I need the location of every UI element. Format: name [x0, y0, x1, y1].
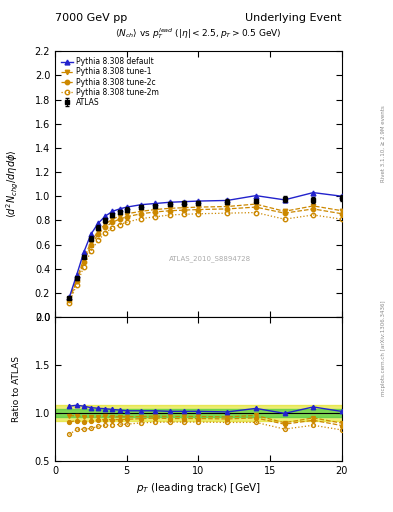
Pythia 8.308 default — [225, 198, 230, 204]
Pythia 8.308 tune-1 — [311, 203, 316, 209]
Pythia 8.308 tune-2c — [282, 210, 287, 216]
Line: Pythia 8.308 default: Pythia 8.308 default — [67, 190, 344, 300]
Pythia 8.308 tune-2c — [125, 214, 129, 220]
Pythia 8.308 tune-2c — [225, 206, 230, 212]
Pythia 8.308 tune-2m — [153, 214, 158, 220]
Pythia 8.308 tune-1 — [96, 228, 101, 234]
Pythia 8.308 tune-1 — [225, 203, 230, 209]
Pythia 8.308 tune-2m — [225, 210, 230, 216]
Pythia 8.308 default — [110, 208, 115, 215]
Pythia 8.308 default — [196, 198, 201, 204]
Pythia 8.308 tune-1 — [67, 296, 72, 302]
Pythia 8.308 default — [74, 272, 79, 279]
Pythia 8.308 tune-2c — [74, 279, 79, 285]
Pythia 8.308 default — [103, 213, 108, 219]
Pythia 8.308 tune-1 — [167, 205, 172, 211]
Pythia 8.308 default — [182, 199, 187, 205]
Pythia 8.308 tune-1 — [117, 213, 122, 219]
Text: 7000 GeV pp: 7000 GeV pp — [55, 13, 127, 23]
Pythia 8.308 tune-2m — [196, 210, 201, 217]
Pythia 8.308 default — [81, 249, 86, 255]
Pythia 8.308 tune-2c — [67, 297, 72, 303]
Pythia 8.308 tune-2m — [282, 216, 287, 222]
Pythia 8.308 tune-2c — [153, 209, 158, 215]
Pythia 8.308 tune-1 — [139, 208, 143, 215]
Text: Rivet 3.1.10, ≥ 2.9M events: Rivet 3.1.10, ≥ 2.9M events — [381, 105, 386, 182]
Y-axis label: Ratio to ATLAS: Ratio to ATLAS — [11, 356, 20, 422]
Pythia 8.308 tune-2c — [253, 204, 258, 210]
Pythia 8.308 tune-2c — [311, 206, 316, 212]
Pythia 8.308 tune-1 — [340, 208, 344, 214]
Pythia 8.308 tune-2m — [74, 282, 79, 288]
Pythia 8.308 tune-2c — [103, 224, 108, 230]
Bar — [55, 409, 342, 417]
Pythia 8.308 tune-2m — [103, 230, 108, 236]
Text: ATLAS_2010_S8894728: ATLAS_2010_S8894728 — [169, 255, 251, 262]
Pythia 8.308 tune-2c — [81, 259, 86, 265]
Pythia 8.308 tune-1 — [282, 208, 287, 215]
Pythia 8.308 default — [340, 193, 344, 199]
Pythia 8.308 tune-2m — [117, 222, 122, 228]
Pythia 8.308 tune-1 — [125, 210, 129, 217]
Pythia 8.308 default — [253, 193, 258, 199]
Pythia 8.308 tune-2m — [81, 264, 86, 270]
Pythia 8.308 tune-2c — [110, 219, 115, 225]
Text: Underlying Event: Underlying Event — [245, 13, 342, 23]
Line: Pythia 8.308 tune-2m: Pythia 8.308 tune-2m — [67, 210, 344, 305]
Pythia 8.308 tune-1 — [110, 216, 115, 222]
Pythia 8.308 tune-1 — [81, 256, 86, 262]
Pythia 8.308 default — [67, 294, 72, 300]
Pythia 8.308 default — [117, 206, 122, 212]
Y-axis label: $\langle d^2 N_{chg}/d\eta d\phi \rangle$: $\langle d^2 N_{chg}/d\eta d\phi \rangle… — [4, 150, 20, 219]
Line: Pythia 8.308 tune-1: Pythia 8.308 tune-1 — [67, 202, 344, 301]
Pythia 8.308 default — [282, 197, 287, 203]
Pythia 8.308 default — [139, 202, 143, 208]
Pythia 8.308 tune-1 — [182, 205, 187, 211]
Pythia 8.308 default — [167, 199, 172, 205]
Pythia 8.308 tune-1 — [88, 239, 93, 245]
Pythia 8.308 default — [153, 200, 158, 206]
Pythia 8.308 tune-2m — [125, 219, 129, 225]
Pythia 8.308 tune-2m — [253, 209, 258, 216]
X-axis label: $p_T$ (leading track) [GeV]: $p_T$ (leading track) [GeV] — [136, 481, 261, 495]
Pythia 8.308 default — [125, 204, 129, 210]
Pythia 8.308 tune-2m — [139, 216, 143, 222]
Pythia 8.308 tune-1 — [74, 276, 79, 283]
Pythia 8.308 tune-2m — [167, 212, 172, 218]
Pythia 8.308 tune-2m — [182, 211, 187, 218]
Pythia 8.308 default — [311, 189, 316, 196]
Pythia 8.308 tune-2c — [167, 208, 172, 214]
Pythia 8.308 tune-2c — [196, 206, 201, 212]
Pythia 8.308 tune-2m — [67, 300, 72, 306]
Pythia 8.308 tune-2c — [96, 231, 101, 238]
Pythia 8.308 tune-2c — [182, 207, 187, 213]
Pythia 8.308 tune-1 — [253, 201, 258, 207]
Text: $\langle N_{ch}\rangle$ vs $p_T^{lead}$ ($|\eta| < 2.5, p_T > 0.5$ GeV): $\langle N_{ch}\rangle$ vs $p_T^{lead}$ … — [115, 26, 282, 40]
Line: Pythia 8.308 tune-2c: Pythia 8.308 tune-2c — [67, 205, 344, 303]
Pythia 8.308 tune-1 — [153, 206, 158, 212]
Pythia 8.308 tune-2m — [110, 225, 115, 231]
Legend: Pythia 8.308 default, Pythia 8.308 tune-1, Pythia 8.308 tune-2c, Pythia 8.308 tu: Pythia 8.308 default, Pythia 8.308 tune-… — [59, 55, 162, 109]
Text: mcplots.cern.ch [arXiv:1306.3436]: mcplots.cern.ch [arXiv:1306.3436] — [381, 301, 386, 396]
Pythia 8.308 tune-2m — [340, 216, 344, 222]
Pythia 8.308 tune-1 — [103, 221, 108, 227]
Pythia 8.308 tune-2c — [139, 210, 143, 217]
Pythia 8.308 tune-2m — [96, 237, 101, 243]
Bar — [55, 405, 342, 420]
Pythia 8.308 tune-2m — [88, 248, 93, 254]
Pythia 8.308 tune-1 — [196, 204, 201, 210]
Pythia 8.308 tune-2c — [340, 210, 344, 217]
Pythia 8.308 tune-2m — [311, 212, 316, 218]
Pythia 8.308 default — [88, 231, 93, 238]
Pythia 8.308 tune-2c — [88, 242, 93, 248]
Pythia 8.308 default — [96, 220, 101, 226]
Pythia 8.308 tune-2c — [117, 216, 122, 222]
